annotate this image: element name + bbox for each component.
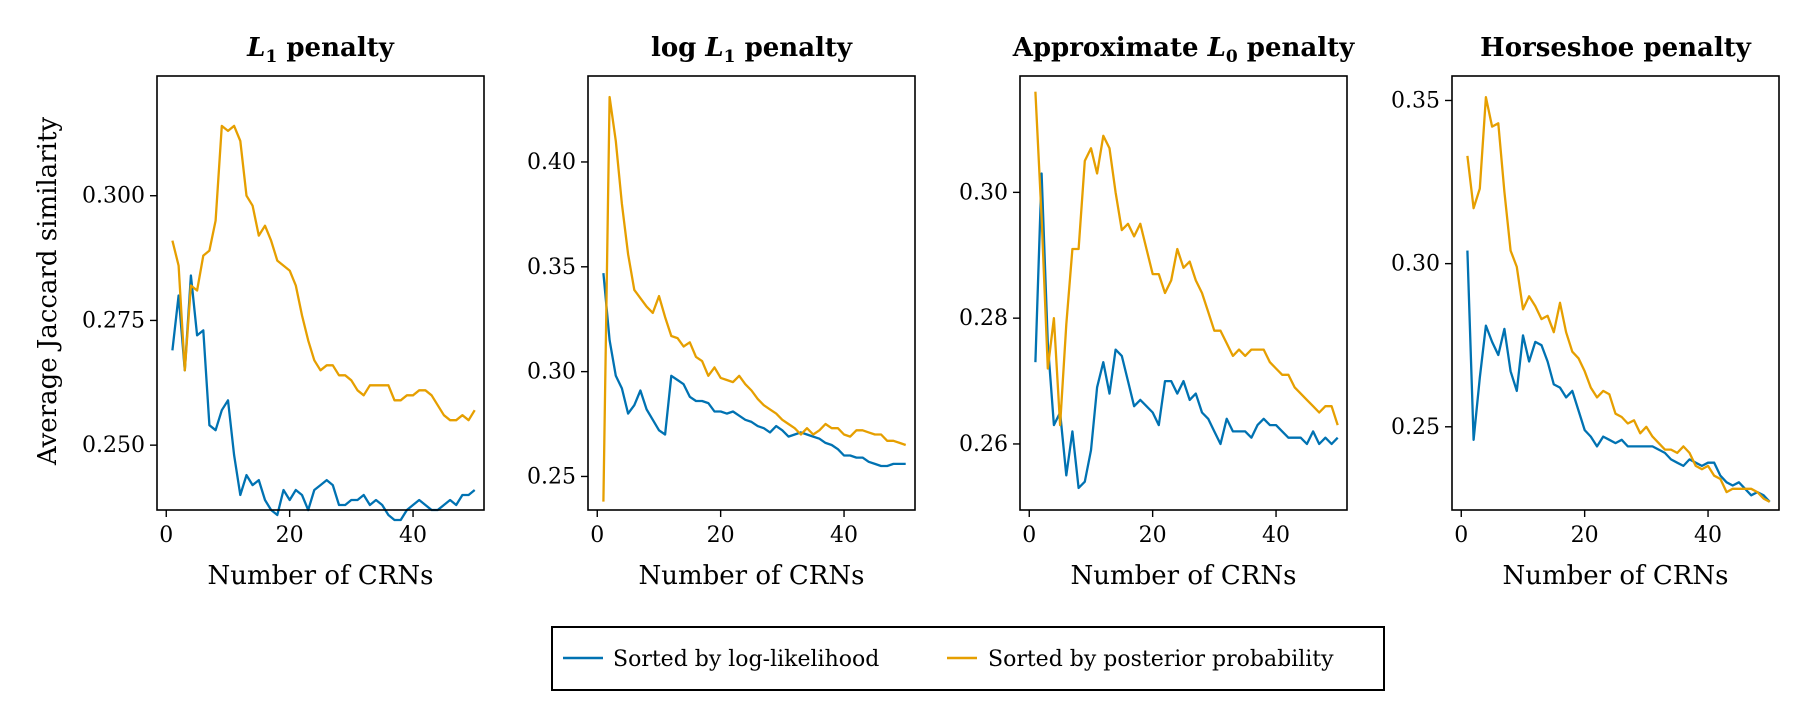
legend-label-posterior: Sorted by posterior probability bbox=[988, 647, 1334, 672]
x-axis-label: Number of CRNs bbox=[208, 561, 434, 591]
series-line-log-likelihood bbox=[1466, 250, 1771, 503]
y-tick-label: 0.275 bbox=[82, 308, 145, 333]
y-tick-label: 0.250 bbox=[82, 433, 145, 458]
title-prefix: log bbox=[651, 33, 705, 63]
axes-frame bbox=[1019, 75, 1348, 511]
x-tick-label: 40 bbox=[1262, 523, 1290, 548]
x-tick-label: 20 bbox=[1571, 523, 1599, 548]
series-line-posterior bbox=[171, 124, 476, 422]
title-symbol: L bbox=[1207, 33, 1226, 63]
series-line-posterior bbox=[1034, 91, 1339, 427]
y-tick-label: 0.30 bbox=[1391, 252, 1440, 277]
y-tick-label: 0.30 bbox=[959, 180, 1008, 205]
y-tick-label: 0.26 bbox=[959, 432, 1008, 457]
x-tick-label: 20 bbox=[707, 523, 735, 548]
title-prefix: Horseshoe penalty bbox=[1480, 33, 1752, 63]
y-tick-label: 0.35 bbox=[527, 255, 576, 280]
title-subscript: 0 bbox=[1226, 47, 1238, 67]
panel-1: L1 penalty 0 20 40 0.250 0.275 0.300 Number of … bbox=[82, 33, 485, 591]
x-tick-label: 0 bbox=[159, 523, 173, 548]
panel-title: Horseshoe penalty bbox=[1480, 33, 1752, 63]
x-axis-label: Number of CRNs bbox=[1503, 561, 1729, 591]
y-tick-label: 0.30 bbox=[527, 360, 576, 385]
series-line-posterior bbox=[1466, 96, 1771, 503]
panel-title: log L1 penalty bbox=[651, 33, 853, 67]
x-axis-label: Number of CRNs bbox=[1071, 561, 1297, 591]
panel-title: L1 penalty bbox=[246, 33, 395, 67]
y-tick-label: 0.28 bbox=[959, 306, 1008, 331]
panel-title: Approximate L0 penalty bbox=[1012, 33, 1355, 67]
x-tick-label: 0 bbox=[1022, 523, 1036, 548]
title-subscript: 1 bbox=[265, 47, 277, 67]
x-tick-label: 0 bbox=[1454, 523, 1468, 548]
y-tick-label: 0.40 bbox=[527, 150, 576, 175]
y-axis-label: Average Jaccard similarity bbox=[33, 117, 63, 467]
y-tick-label: 0.35 bbox=[1391, 88, 1440, 113]
axes-frame bbox=[587, 75, 916, 511]
panel-4: Horseshoe penalty 0 20 40 0.25 0.30 0.35 Number… bbox=[1391, 33, 1780, 591]
title-suffix: penalty bbox=[277, 33, 394, 63]
x-tick-label: 20 bbox=[276, 523, 304, 548]
title-symbol: L bbox=[246, 33, 265, 63]
title-subscript: 1 bbox=[724, 47, 736, 67]
axes-frame bbox=[1451, 75, 1780, 511]
x-tick-label: 40 bbox=[830, 523, 858, 548]
title-suffix: penalty bbox=[1238, 33, 1355, 63]
y-tick-label: 0.300 bbox=[82, 184, 145, 209]
x-tick-label: 0 bbox=[590, 523, 604, 548]
x-tick-label: 40 bbox=[399, 523, 427, 548]
series-line-log-likelihood bbox=[602, 272, 906, 468]
x-axis-label: Number of CRNs bbox=[639, 561, 865, 591]
title-symbol: L bbox=[704, 33, 723, 63]
series-line-log-likelihood bbox=[171, 274, 476, 522]
x-tick-label: 20 bbox=[1139, 523, 1167, 548]
axes-frame bbox=[156, 75, 485, 511]
legend-label-log-likelihood: Sorted by log-likelihood bbox=[613, 647, 879, 672]
legend: Sorted by log-likelihood Sorted by poste… bbox=[551, 626, 1385, 691]
title-suffix: penalty bbox=[736, 33, 853, 63]
series-line-log-likelihood bbox=[1034, 172, 1339, 490]
y-tick-label: 0.25 bbox=[527, 464, 576, 489]
x-tick-label: 40 bbox=[1694, 523, 1722, 548]
panel-2: log L1 penalty 0 20 40 0.25 0.30 0.35 0.40 Numbe… bbox=[527, 33, 916, 591]
y-tick-label: 0.25 bbox=[1391, 415, 1440, 440]
title-prefix: Approximate bbox=[1012, 33, 1208, 63]
series-line-posterior bbox=[602, 95, 907, 502]
